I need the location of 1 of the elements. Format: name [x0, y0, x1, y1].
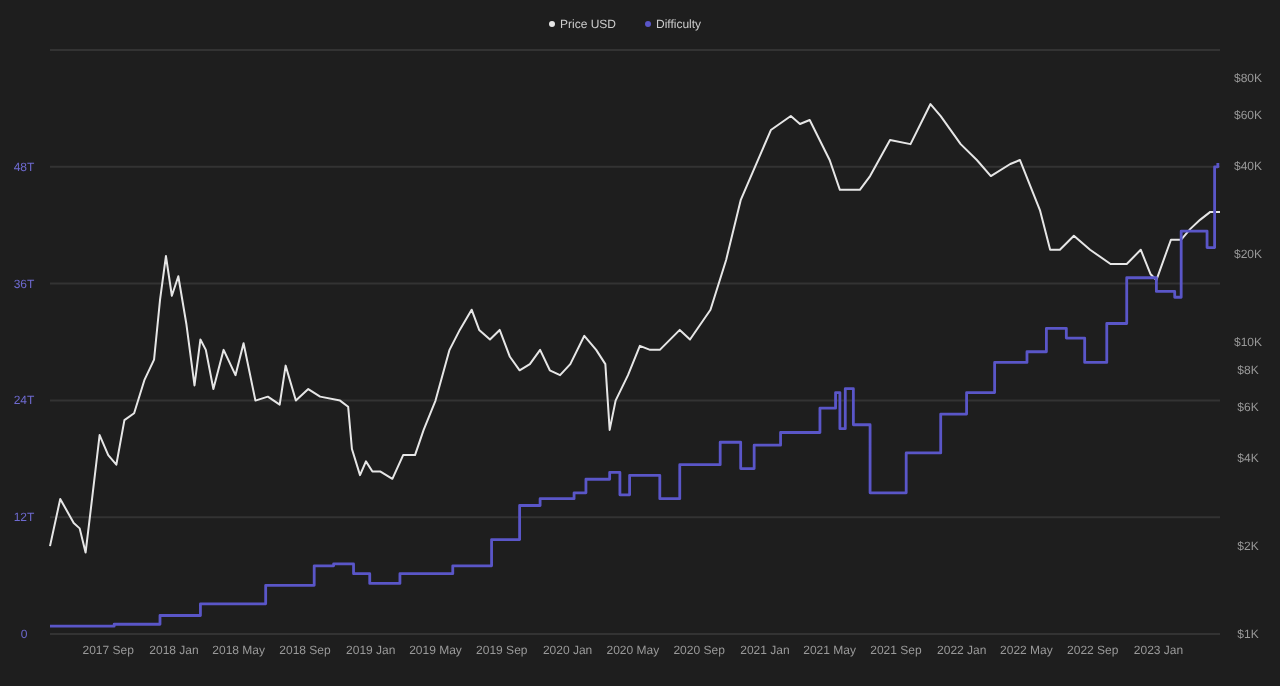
line-series — [49, 103, 1221, 554]
